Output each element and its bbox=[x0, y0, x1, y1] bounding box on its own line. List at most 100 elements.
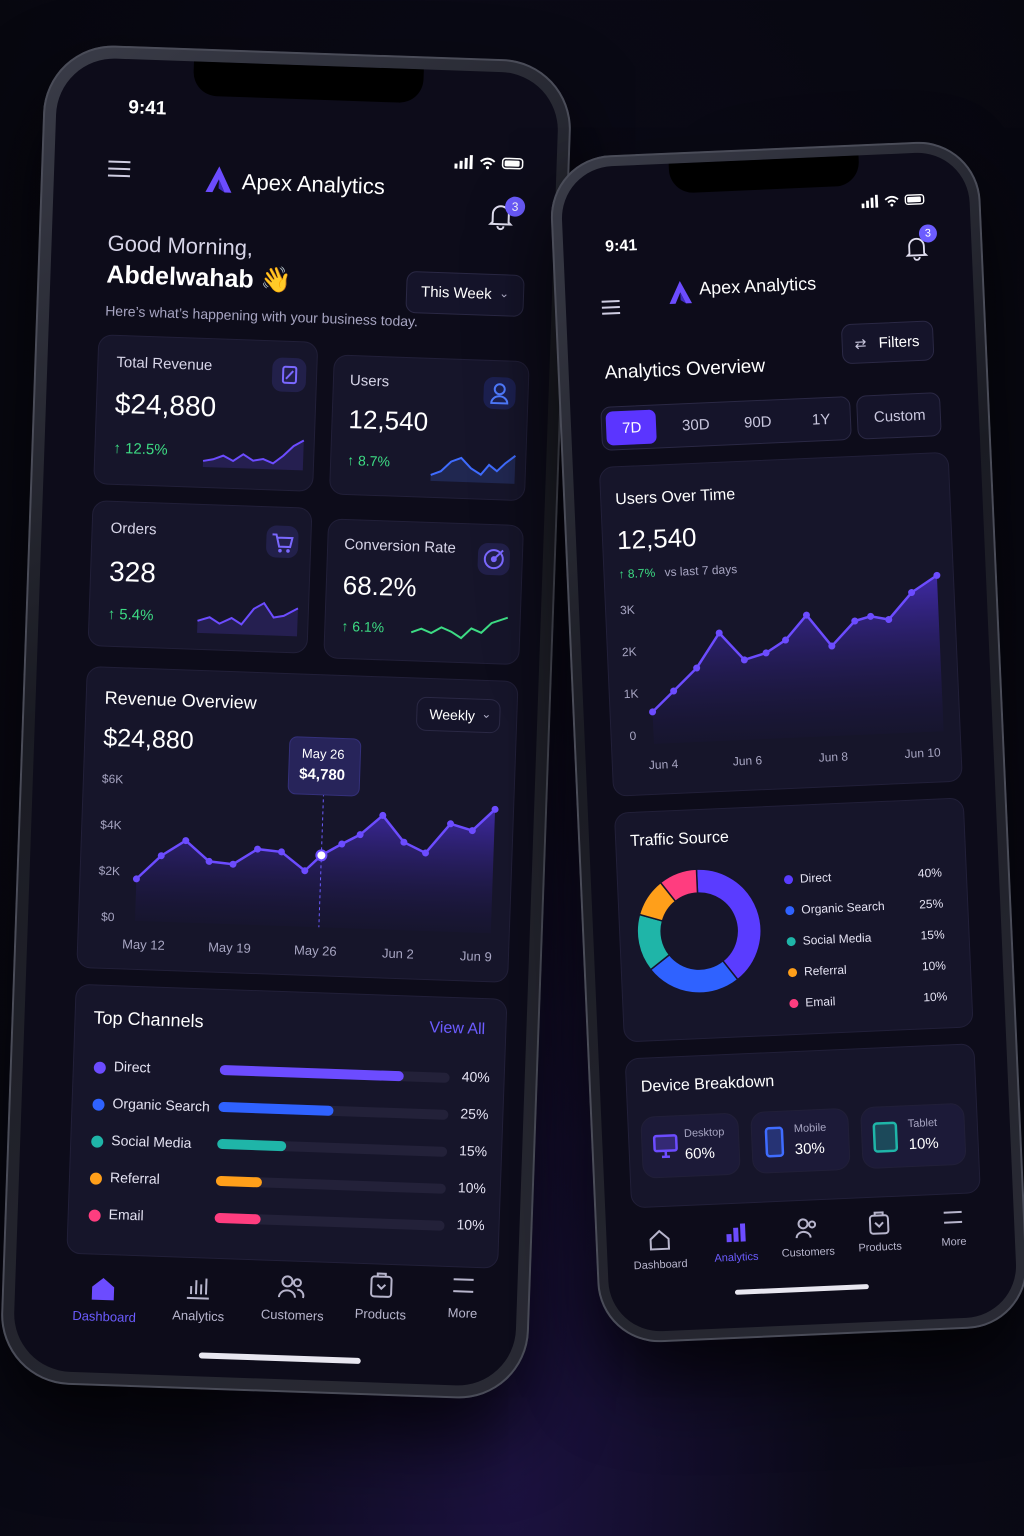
tablet-icon bbox=[872, 1121, 899, 1153]
more-icon[interactable] bbox=[943, 1210, 965, 1230]
revenue-total: $24,880 bbox=[102, 723, 195, 755]
chevron-down-icon: ⌄ bbox=[481, 706, 492, 722]
range-tabs: 7D 30D 90D 1Y bbox=[600, 396, 852, 451]
top-channels-card: Top Channels View All Direct 40% Organic S… bbox=[66, 983, 508, 1269]
nav-analytics[interactable]: Analytics bbox=[171, 1307, 225, 1325]
channel-pct: 10% bbox=[456, 1216, 485, 1234]
nav-products[interactable]: Products bbox=[354, 1305, 407, 1323]
custom-label: Custom bbox=[873, 406, 926, 426]
users-change-value: ↑ 8.7% bbox=[618, 565, 656, 582]
channel-bar bbox=[219, 1064, 450, 1083]
donut-slice bbox=[659, 868, 699, 903]
stat-card-revenue[interactable]: Total Revenue $24,880 ↑ 12.5% bbox=[93, 334, 319, 492]
filters-button[interactable]: ⇄ Filters bbox=[840, 320, 935, 365]
channel-bar bbox=[214, 1212, 445, 1231]
products-icon[interactable] bbox=[369, 1272, 394, 1304]
cart-icon bbox=[265, 525, 299, 559]
device-name: Tablet bbox=[907, 1116, 938, 1131]
traffic-dot bbox=[785, 905, 795, 916]
y-tick: $0 bbox=[100, 909, 115, 925]
x-tick: Jun 4 bbox=[648, 756, 679, 773]
channel-bar-fill bbox=[217, 1138, 287, 1152]
stat-card-conversion[interactable]: Conversion Rate 68.2% ↑ 6.1% bbox=[323, 518, 525, 666]
stat-card-orders[interactable]: Orders 328 ↑ 5.4% bbox=[87, 500, 313, 654]
home-icon[interactable] bbox=[648, 1229, 671, 1257]
section-title: Traffic Source bbox=[629, 828, 730, 851]
y-tick: $6K bbox=[101, 771, 124, 787]
tab-90d[interactable]: 90D bbox=[743, 413, 772, 432]
products-icon[interactable] bbox=[868, 1211, 891, 1241]
greeting-subtitle: Here’s what’s happening with your busine… bbox=[104, 302, 419, 330]
page-title: Analytics Overview bbox=[604, 355, 766, 384]
stat-change: ↑ 5.4% bbox=[107, 605, 154, 625]
user-name-text: Abdelwahab bbox=[106, 260, 255, 294]
traffic-name: Organic Search bbox=[801, 898, 885, 917]
stat-change: ↑ 12.5% bbox=[113, 439, 168, 459]
channel-dot bbox=[88, 1209, 101, 1222]
traffic-name: Referral bbox=[803, 962, 847, 979]
analytics-icon[interactable] bbox=[185, 1274, 212, 1306]
notch bbox=[668, 155, 860, 194]
tab-7d[interactable]: 7D bbox=[621, 419, 642, 437]
traffic-pct: 10% bbox=[921, 958, 947, 974]
channel-dot bbox=[93, 1061, 107, 1074]
traffic-legend bbox=[615, 798, 963, 813]
stat-card-users[interactable]: Users 12,540 ↑ 8.7% bbox=[328, 354, 530, 502]
channel-name: Organic Search bbox=[112, 1095, 211, 1115]
traffic-pct: 10% bbox=[922, 989, 948, 1005]
tab-30d[interactable]: 30D bbox=[681, 416, 710, 435]
channel-name: Direct bbox=[113, 1058, 151, 1076]
device-pct: 10% bbox=[908, 1134, 940, 1154]
device-pct: 30% bbox=[794, 1139, 826, 1159]
notification-badge: 3 bbox=[504, 196, 526, 218]
section-title: Device Breakdown bbox=[640, 1072, 775, 1096]
tooltip-value: $4,780 bbox=[298, 765, 346, 785]
chevron-down-icon: ⌄ bbox=[498, 286, 510, 301]
nav-analytics[interactable]: Analytics bbox=[714, 1250, 759, 1265]
filters-label: Filters bbox=[878, 332, 920, 352]
analytics-icon[interactable] bbox=[724, 1221, 747, 1249]
users-value: 12,540 bbox=[616, 521, 698, 556]
stat-label: Conversion Rate bbox=[343, 535, 457, 557]
period-select[interactable]: This Week ⌄ bbox=[405, 270, 525, 318]
status-time: 9:41 bbox=[127, 97, 167, 120]
traffic-name: Direct bbox=[799, 870, 832, 886]
greeting-line: Good Morning, bbox=[107, 230, 254, 261]
channel-pct: 40% bbox=[461, 1068, 491, 1086]
period-select-label: This Week bbox=[420, 283, 492, 303]
nav-dashboard[interactable]: Dashboard bbox=[633, 1257, 688, 1273]
bell-icon[interactable] bbox=[905, 234, 929, 266]
stat-value: 12,540 bbox=[348, 404, 429, 437]
nav-dashboard[interactable]: Dashboard bbox=[72, 1307, 137, 1326]
tab-1y[interactable]: 1Y bbox=[811, 410, 831, 429]
app-title: Apex Analytics bbox=[241, 169, 386, 200]
menu-icon[interactable] bbox=[107, 158, 133, 184]
nav-more[interactable]: More bbox=[941, 1235, 967, 1249]
device-mobile[interactable]: Mobile 30% bbox=[750, 1107, 851, 1174]
device-desktop[interactable]: Desktop 60% bbox=[640, 1112, 741, 1179]
custom-range-button[interactable]: Custom bbox=[855, 392, 942, 440]
menu-icon[interactable] bbox=[601, 298, 622, 322]
nav-customers[interactable]: Customers bbox=[781, 1245, 836, 1260]
traffic-pct: 40% bbox=[917, 865, 943, 881]
x-tick: May 19 bbox=[207, 939, 251, 956]
view-all-link[interactable]: View All bbox=[429, 1019, 486, 1039]
more-icon[interactable] bbox=[453, 1277, 476, 1299]
stat-change-value: 5.4% bbox=[119, 606, 154, 625]
section-title: Users Over Time bbox=[614, 486, 736, 509]
desktop-icon bbox=[652, 1134, 678, 1159]
home-icon[interactable] bbox=[88, 1274, 117, 1308]
traffic-dot bbox=[786, 936, 796, 947]
nav-products[interactable]: Products bbox=[858, 1240, 903, 1255]
sparkline-users bbox=[430, 455, 517, 484]
stat-label: Users bbox=[349, 372, 390, 391]
bell-icon[interactable] bbox=[488, 202, 513, 236]
y-tick: 2K bbox=[621, 644, 637, 660]
nav-customers[interactable]: Customers bbox=[260, 1306, 324, 1324]
device-tablet[interactable]: Tablet 10% bbox=[859, 1102, 967, 1170]
customers-icon[interactable] bbox=[277, 1273, 306, 1305]
nav-more[interactable]: More bbox=[447, 1305, 478, 1322]
customers-icon[interactable] bbox=[794, 1216, 819, 1244]
sparkline-revenue bbox=[202, 439, 305, 471]
weekly-select[interactable]: Weekly ⌄ bbox=[415, 696, 501, 734]
